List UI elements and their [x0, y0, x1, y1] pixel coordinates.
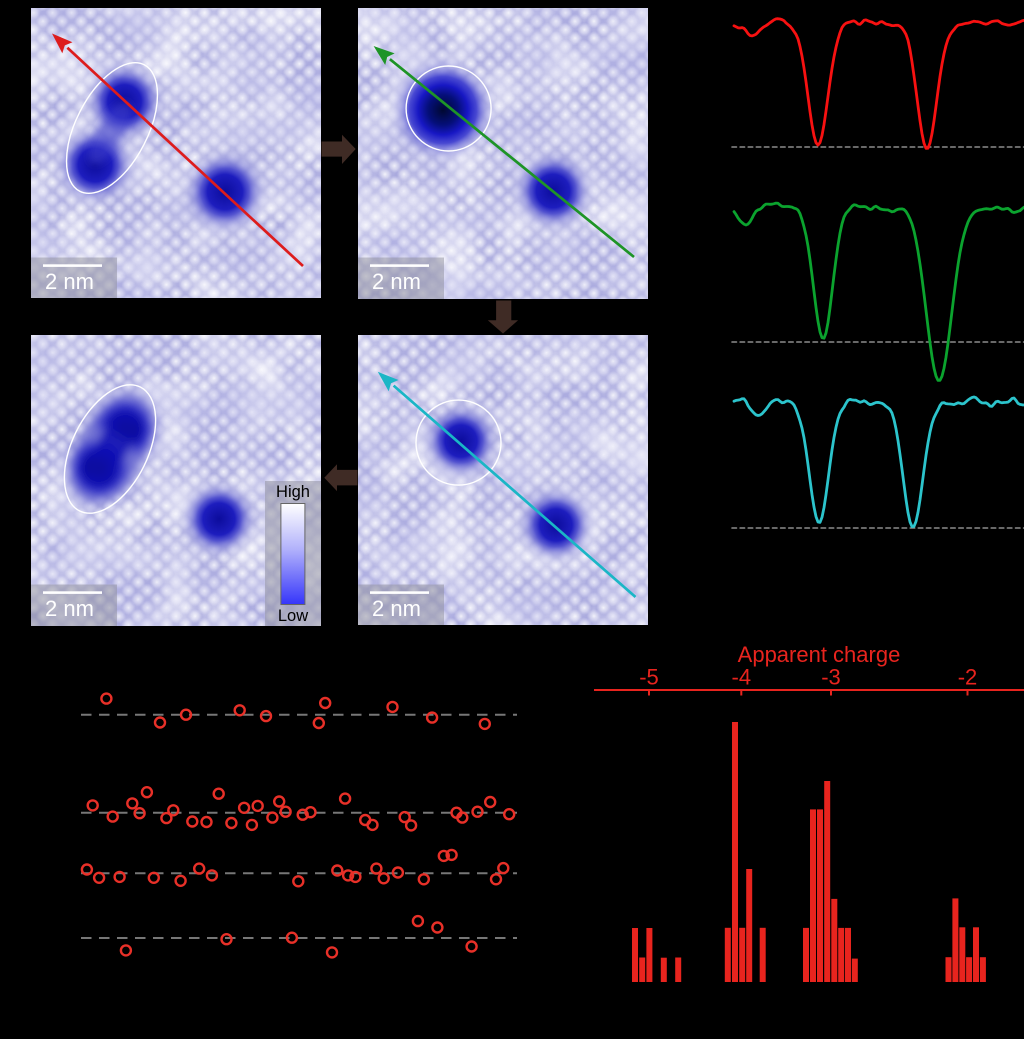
- svg-text:-4: -4: [732, 665, 752, 690]
- svg-text:-2: -2: [958, 665, 978, 690]
- svg-text:Low: Low: [278, 607, 308, 625]
- svg-text:Apparent charge: Apparent charge: [738, 642, 901, 667]
- svg-text:2 nm: 2 nm: [372, 269, 421, 294]
- svg-text:High: High: [276, 483, 310, 501]
- svg-text:2 nm: 2 nm: [372, 596, 421, 621]
- svg-text:-5: -5: [639, 665, 659, 690]
- svg-text:2 nm: 2 nm: [45, 596, 94, 621]
- svg-text:-3: -3: [821, 665, 841, 690]
- svg-text:2 nm: 2 nm: [45, 269, 94, 294]
